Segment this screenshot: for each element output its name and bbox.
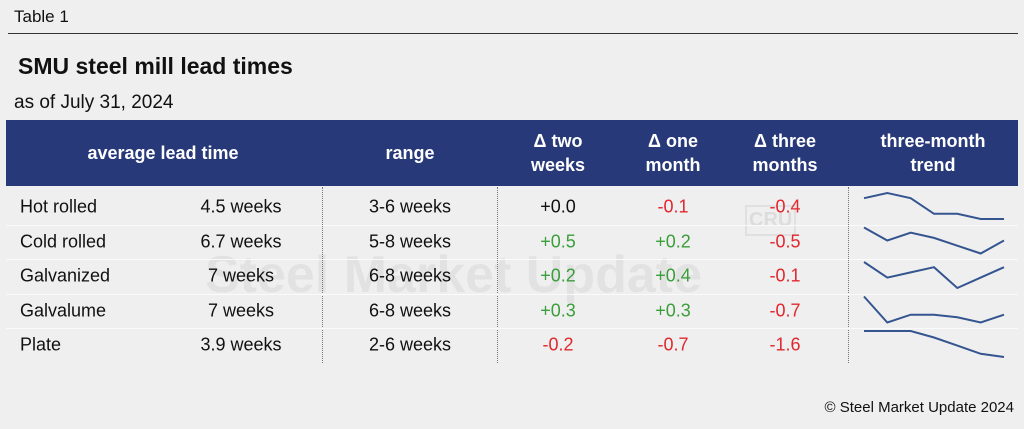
range: 3-6 weeks — [368, 196, 452, 217]
change: +0.2 — [655, 231, 691, 251]
column-header: Δ three months — [752, 131, 818, 175]
product: Hot rolled — [20, 196, 98, 217]
average: 7 weeks — [207, 265, 275, 286]
change: -0.5 — [769, 231, 801, 251]
average: 6.7 weeks — [200, 231, 282, 251]
row-separator — [6, 328, 1018, 329]
title: SMU steel mill lead times — [18, 53, 293, 79]
change: -0.1 — [769, 265, 801, 286]
change: +0.2 — [540, 265, 576, 286]
range: 5-8 weeks — [368, 231, 452, 251]
column-header: range — [385, 143, 435, 163]
change: -0.1 — [657, 196, 689, 217]
product: Cold rolled — [20, 231, 107, 251]
column-header: Δ two weeks — [530, 131, 586, 175]
change: +0.5 — [540, 231, 576, 251]
range: 2-6 weeks — [368, 334, 452, 355]
sparkline — [864, 330, 1005, 358]
footer: © Steel Market Update 2024 — [824, 399, 1015, 416]
change: -0.7 — [769, 300, 801, 320]
column-separator — [848, 187, 849, 363]
change: -0.2 — [542, 334, 574, 355]
product: Plate — [20, 334, 62, 355]
row-separator — [6, 293, 1018, 295]
logo: CRU — [745, 205, 797, 236]
average: 7 weeks — [207, 300, 275, 320]
product: Galvanized — [20, 265, 111, 286]
sparkline — [863, 295, 1005, 324]
change: +0.0 — [540, 196, 576, 217]
subtitle: as of July 31, 2024 — [14, 92, 174, 113]
column-header: average lead time — [87, 143, 239, 163]
column-separator — [322, 187, 323, 363]
change: +0.3 — [655, 300, 691, 320]
column-header: Δ one month — [645, 131, 701, 175]
rule — [8, 33, 1018, 34]
change: +0.3 — [540, 300, 576, 320]
change: +0.4 — [655, 265, 691, 286]
column-separator — [497, 187, 498, 363]
change: -1.6 — [769, 334, 801, 355]
column-header: three-month trend — [880, 131, 986, 175]
header-band — [6, 120, 1018, 186]
product: Galvalume — [20, 300, 107, 320]
change: -0.7 — [657, 334, 689, 355]
sparkline — [863, 226, 1005, 255]
row-separator — [6, 224, 1018, 226]
average: 3.9 weeks — [200, 334, 282, 355]
average: 4.5 weeks — [200, 196, 282, 217]
sparkline — [863, 191, 1004, 220]
row-separator — [6, 259, 1018, 260]
sparkline — [863, 261, 1005, 290]
table-label: Table 1 — [14, 7, 69, 26]
change: -0.4 — [769, 196, 801, 217]
range: 6-8 weeks — [368, 300, 452, 320]
range: 6-8 weeks — [368, 265, 452, 286]
